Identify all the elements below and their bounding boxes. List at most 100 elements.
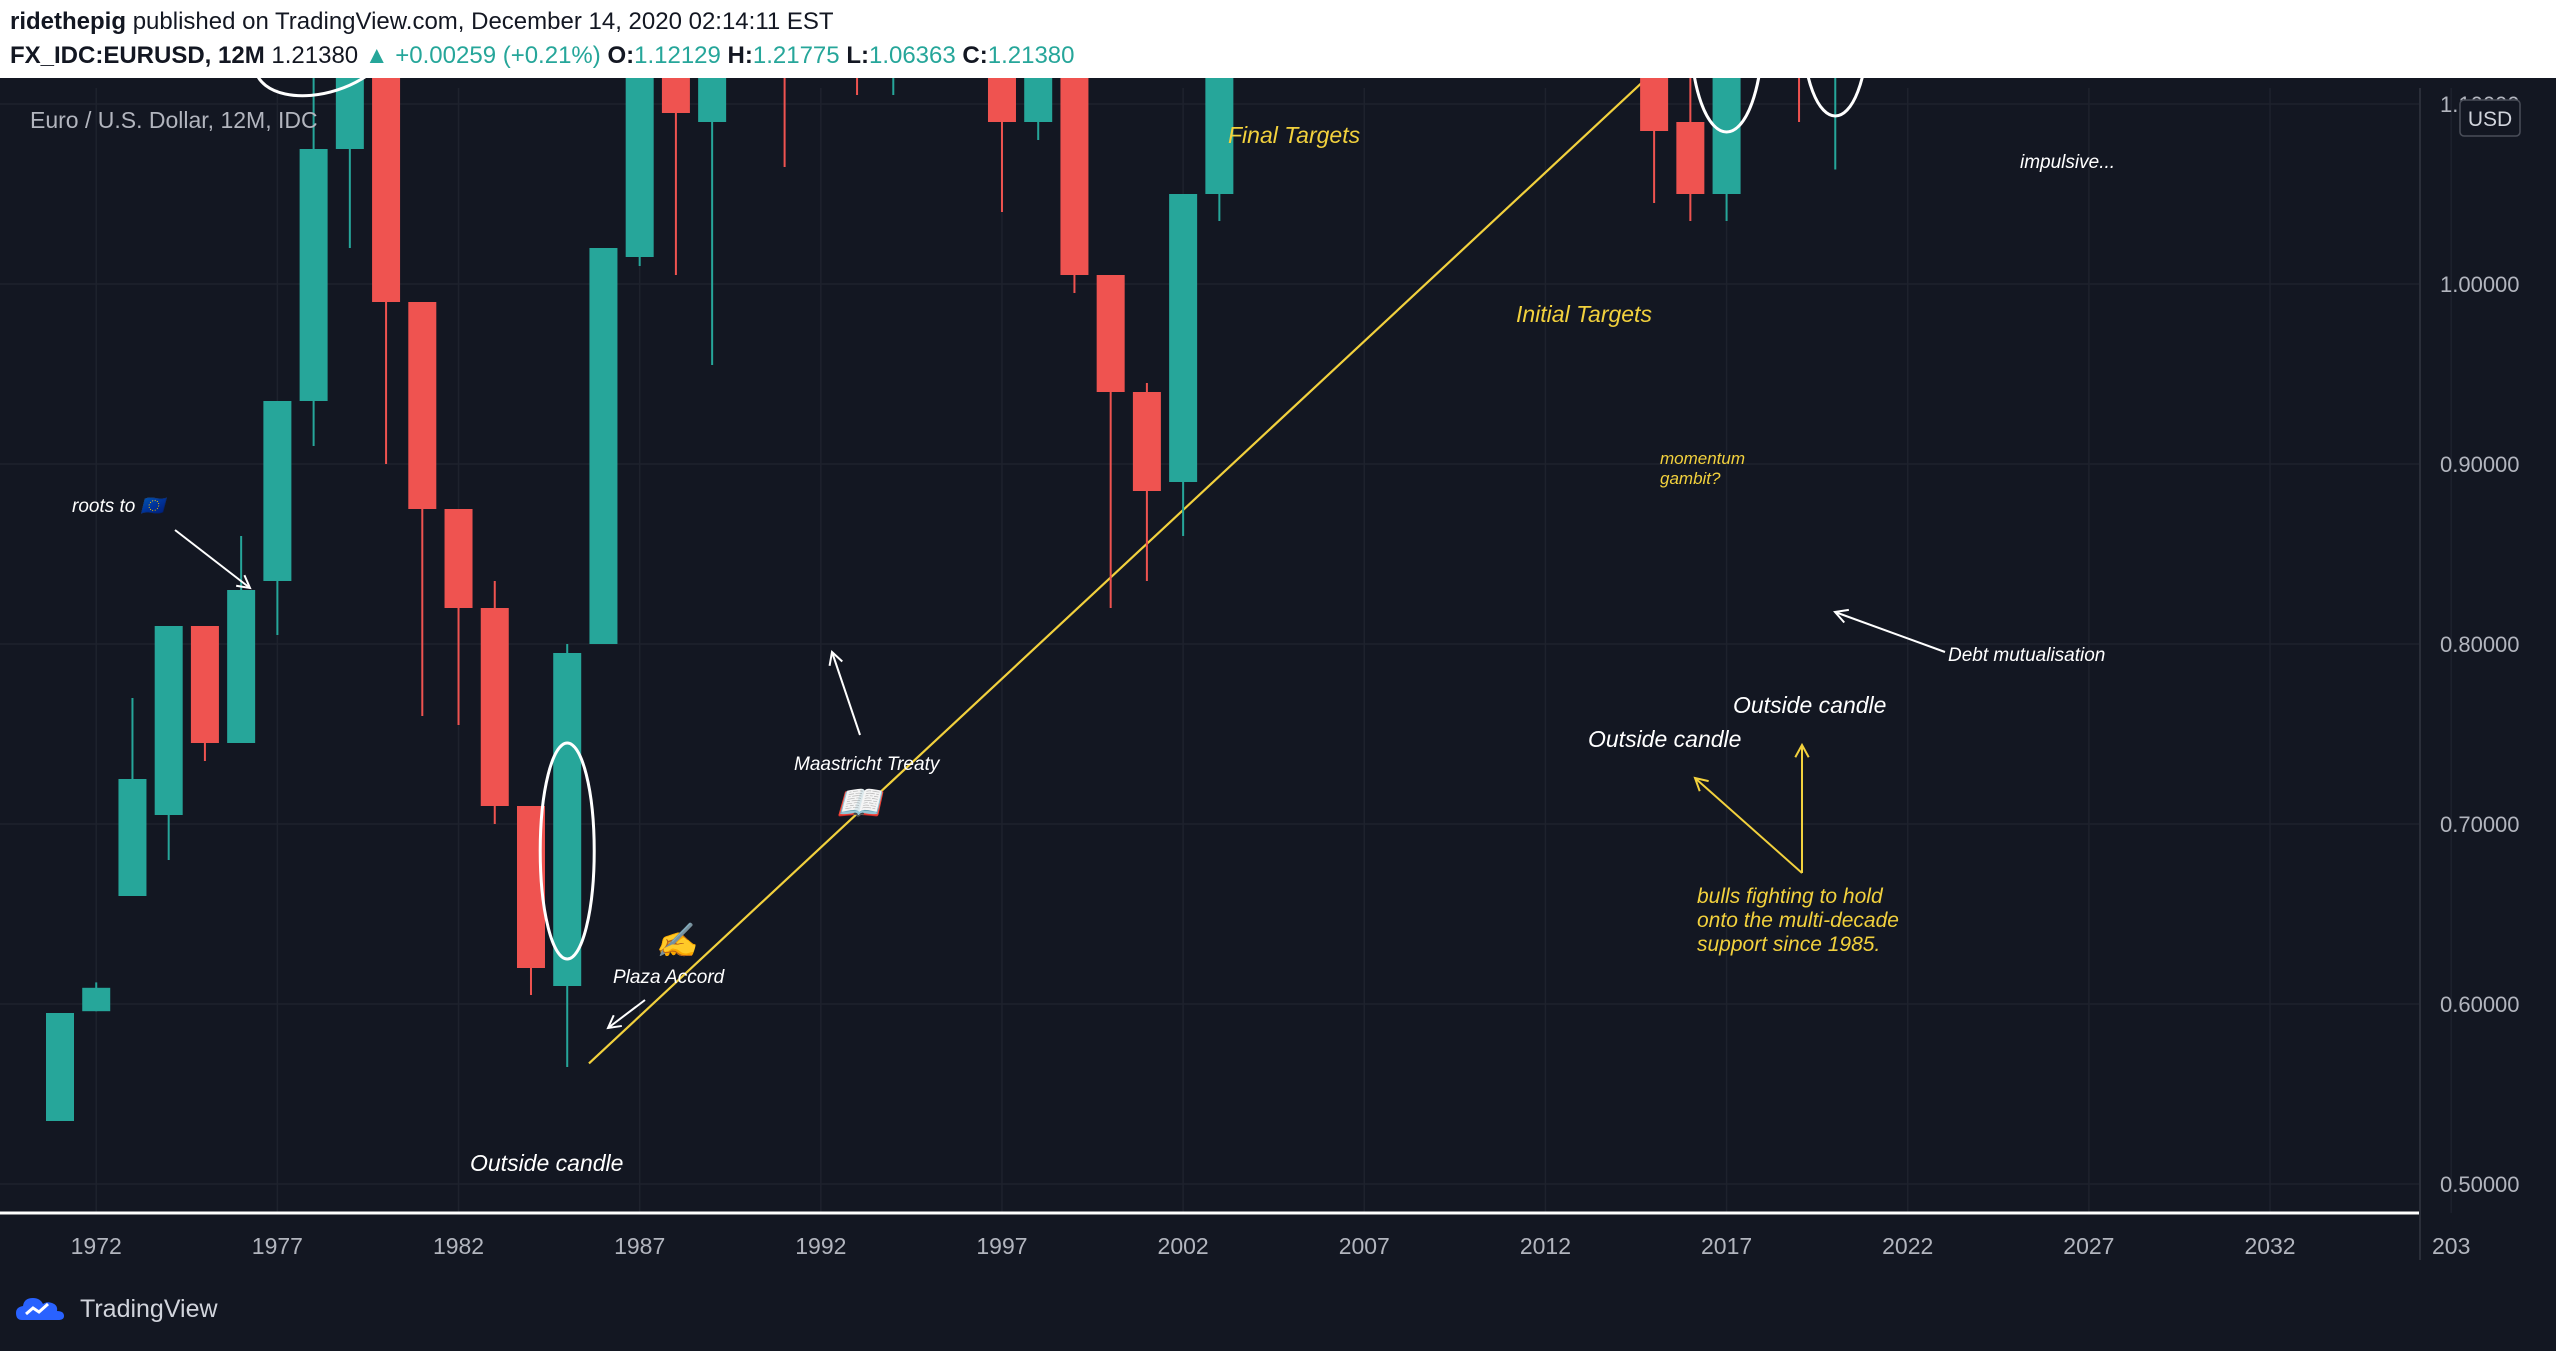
candle-body [698,5,727,122]
y-tick-label: 0.70000 [2440,812,2520,837]
candle-body [1676,122,1705,194]
x-tick-label: 2017 [1701,1233,1752,1259]
outside-candle-label-2017: Outside candle [1588,726,1741,752]
close-value: 1.21380 [987,42,1075,69]
candle-body [154,626,183,815]
currency-badge [2459,99,2521,137]
candle-body [1132,392,1161,491]
bulls-arrow-up [1794,742,1810,873]
candle-1973 [118,698,147,896]
candle-1975 [190,626,219,761]
candle-body [408,302,437,509]
maastricht-label: Maastricht Treaty [794,754,941,775]
x-tick-label: 1977 [252,1233,303,1259]
candle-1989 [698,0,727,365]
candle-1982 [444,509,473,725]
candle-1991 [783,0,786,167]
x-tick-label: 203 [2432,1233,2470,1259]
roots-to-label: roots to 🇪🇺 [72,495,169,517]
candle-2001 [1132,383,1161,581]
author-name[interactable]: ridethepig [10,8,127,35]
open-label: O: [607,42,635,69]
bulls-label-2: onto the multi-decade [1697,909,1899,932]
ohlc-line: FX_IDC:EURUSD, 12M 1.21380 ▲ +0.00259 (+… [10,42,1075,70]
symbol-name[interactable]: FX_IDC:EURUSD, 12M [10,42,265,69]
x-axis[interactable]: 1972 1977 1982 1987 1992 1997 2002 2007 2012 2017… [0,1211,2470,1259]
bulls-arrow-left [1693,776,1803,874]
candle-body [1640,0,1669,131]
outside-candle-ellipse-1985 [538,741,596,961]
arrow-head [1794,742,1810,758]
y-tick-label: 0.60000 [2440,992,2520,1017]
candle-1993 [843,0,872,95]
x-tick-label: 2002 [1158,1233,1209,1259]
y-tick-label: 0.50000 [2440,1172,2520,1197]
candle-body [299,149,328,401]
x-tick-label: 1972 [71,1233,122,1259]
x-tick-label: 2027 [2063,1233,2114,1259]
y-tick-label: 0.90000 [2440,452,2520,477]
arrow-shaft [607,999,646,1029]
candle-body [661,0,690,113]
last-price: 1.21380 [271,42,359,69]
candle-2020 [1821,0,1850,170]
candle-1988 [661,0,690,275]
book-icon: 📖 [836,782,886,823]
roots-arrow [174,529,252,590]
arrow-head [606,1014,622,1030]
x-tick-label: 2032 [2244,1233,2295,1259]
outside-candle-label-2020: Outside candle [1733,692,1886,718]
candle-1985 [553,644,582,1067]
x-tick-label: 2012 [1520,1233,1571,1259]
candle-2015 [1640,0,1669,203]
candle-1976 [227,536,256,743]
open-value: 1.12129 [634,42,721,69]
lower-channel-line [588,0,1733,1065]
candle-1998 [1024,0,1053,140]
channel-lines [312,0,1733,1065]
bulls-label-3: support since 1985. [1697,933,1880,956]
candle-body [1060,0,1089,275]
bulls-label-1: bulls fighting to hold [1697,885,1884,908]
candle-1978 [299,23,328,446]
impulsive-label: impulsive... [2020,152,2115,173]
candle-1994 [879,0,908,95]
candle-2017 [1712,0,1741,221]
candle-body [589,248,618,644]
maastricht-arrow [828,650,861,736]
high-value: 1.21775 [752,42,840,69]
outside-candle-label-1985: Outside candle [470,1150,623,1176]
candle-2003 [1205,0,1234,221]
candle-body [1169,194,1198,482]
up-arrow-icon: ▲ [364,42,389,69]
arrow-shaft [831,651,861,736]
momentum-label-2: gambit? [1660,469,1721,488]
candle-1986 [589,248,618,644]
y-axis[interactable]: 0.50000 0.60000 0.70000 0.80000 0.90000 1.000… [2419,78,2542,1260]
arrow-head [828,650,843,666]
candle-body [1096,275,1125,392]
candle-body [118,779,147,896]
candle-1981 [408,302,437,716]
high-label: H: [727,42,753,69]
arrow-head [1693,776,1709,792]
debt-arrow [1833,608,1946,653]
currency-label: USD [2468,108,2512,131]
candle-body [1712,0,1741,194]
candle-1983 [480,581,509,824]
candle-1999 [1060,0,1089,293]
annotations: roots to 🇪🇺 Final Targets Initial Targets i… [72,122,2115,1176]
writing-hand-icon: ✍️ [655,922,703,960]
brand-name: TradingView [80,1294,218,1323]
candle-body [987,0,1016,122]
arrow-shaft [1694,777,1803,874]
candle-1980 [372,32,401,464]
candle-body [444,509,473,608]
candle-2000 [1096,275,1125,608]
debt-mutualisation-label: Debt mutualisation [1948,645,2105,666]
tradingview-logo[interactable]: TradingView [14,1294,218,1324]
candle-1987 [625,0,654,266]
candle-1972 [82,982,111,1012]
